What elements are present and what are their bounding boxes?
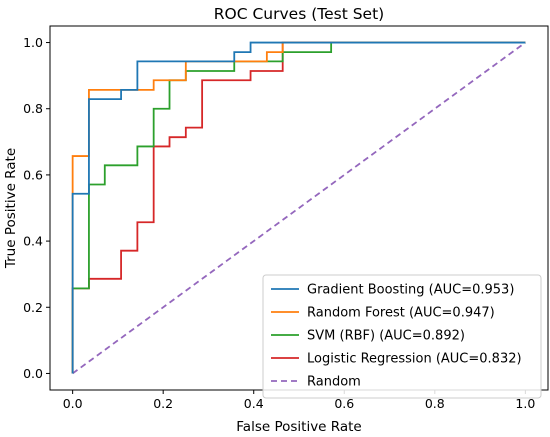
series-line-svm-rbf-auc-0-892: [71, 41, 526, 374]
y-tick-label: 0.2: [23, 300, 43, 315]
series-line-logistic-regression-auc-0-832: [71, 41, 526, 374]
y-axis-label: True Positive Rate: [3, 148, 19, 269]
x-tick-label: 0.4: [244, 396, 264, 411]
legend-label: Logistic Regression (AUC=0.832): [307, 352, 522, 367]
x-axis-label: False Positive Rate: [236, 419, 361, 435]
x-tick-label: 0.6: [334, 396, 354, 411]
series-line-random: [72, 41, 526, 375]
x-tick-label: 1.0: [515, 396, 535, 411]
series-layer: [71, 41, 526, 375]
x-tick-label: 0.8: [425, 396, 445, 411]
y-tick-label: 0.4: [23, 234, 43, 249]
ticks-layer: 0.0 0.2 0.4 0.6 0.8 1.0 0.0 0.2 0.4 0.6 0.8 1.0: [23, 35, 535, 411]
y-tick-label: 0.8: [23, 101, 43, 116]
y-tick-label: 0.6: [23, 167, 43, 182]
legend-label: Gradient Boosting (AUC=0.953): [307, 283, 514, 298]
y-tick-label: 0.0: [23, 366, 43, 381]
y-tick-label: 1.0: [23, 35, 43, 50]
chart-title: ROC Curves (Test Set): [214, 5, 384, 23]
x-tick-label: 0.0: [63, 396, 83, 411]
x-tick-label: 0.2: [153, 396, 173, 411]
legend-box: [262, 274, 542, 399]
series-line-gradient-boosting-auc-0-953: [71, 41, 526, 374]
legend: Gradient Boosting (AUC=0.953) Random Fore…: [262, 274, 542, 399]
legend-label: Random: [307, 375, 361, 390]
legend-label: Random Forest (AUC=0.947): [307, 306, 495, 321]
legend-label: SVM (RBF) (AUC=0.892): [307, 329, 465, 344]
